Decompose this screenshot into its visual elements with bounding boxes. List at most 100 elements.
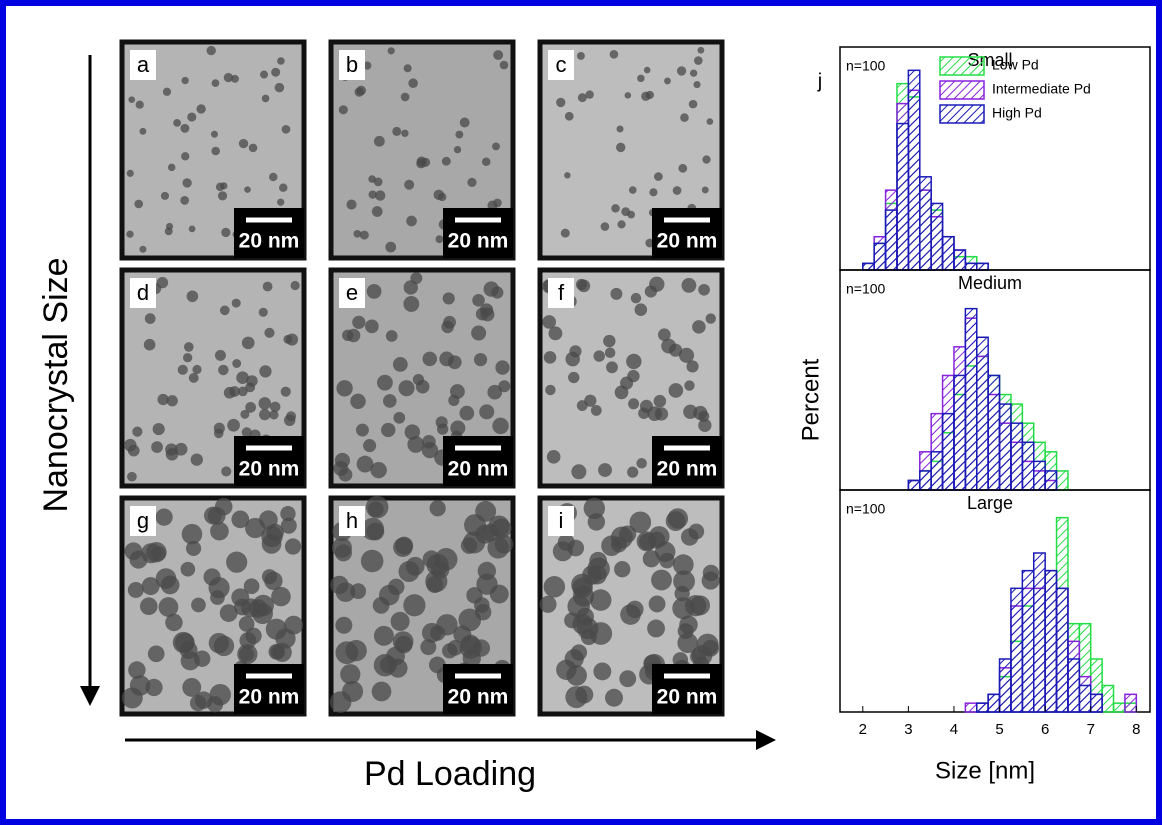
particle bbox=[589, 589, 612, 611]
particle bbox=[577, 279, 591, 293]
particle bbox=[433, 189, 444, 201]
particle bbox=[371, 681, 392, 702]
bar bbox=[907, 69, 921, 271]
bar bbox=[862, 262, 875, 271]
particle bbox=[416, 158, 427, 169]
tem-image: d 20 nm bbox=[119, 267, 307, 489]
legend-label: Low Pd bbox=[992, 57, 1039, 73]
particle bbox=[246, 375, 258, 387]
particle bbox=[462, 649, 481, 668]
bar bbox=[1033, 552, 1046, 713]
particle bbox=[681, 278, 697, 293]
particle bbox=[144, 313, 156, 324]
particle bbox=[127, 581, 144, 598]
particle bbox=[477, 561, 497, 581]
particle bbox=[693, 81, 701, 89]
particle bbox=[398, 560, 420, 583]
vertical-axis-label: Nanocrystal Size bbox=[37, 257, 75, 512]
tem-image: i 20 nm bbox=[537, 495, 725, 717]
particle bbox=[392, 357, 408, 372]
particle bbox=[286, 333, 299, 346]
bar bbox=[919, 176, 932, 271]
particle bbox=[128, 661, 146, 679]
particle bbox=[371, 206, 383, 217]
chart-title: Large bbox=[967, 493, 1013, 513]
particle bbox=[219, 604, 238, 622]
particle bbox=[335, 616, 353, 634]
particle bbox=[158, 597, 179, 617]
legend-swatch bbox=[939, 80, 985, 100]
particle bbox=[221, 466, 232, 477]
particle bbox=[688, 523, 705, 540]
particle bbox=[365, 319, 379, 334]
particle bbox=[352, 315, 366, 329]
particle bbox=[614, 561, 631, 578]
panel-label: f bbox=[558, 280, 565, 305]
particle bbox=[160, 191, 170, 200]
particle bbox=[464, 514, 487, 537]
particle bbox=[548, 326, 563, 341]
particle bbox=[676, 66, 687, 76]
bar bbox=[953, 374, 967, 491]
bar bbox=[976, 336, 989, 491]
particle bbox=[180, 561, 196, 577]
particle bbox=[236, 371, 249, 385]
particle bbox=[400, 92, 410, 102]
particle bbox=[441, 156, 451, 166]
particle bbox=[241, 427, 252, 438]
particle bbox=[667, 508, 689, 529]
particle bbox=[373, 177, 383, 187]
particle bbox=[395, 536, 414, 555]
x-tick-label: 2 bbox=[859, 721, 867, 738]
particle bbox=[259, 408, 271, 421]
particle bbox=[245, 517, 266, 539]
particle bbox=[435, 235, 444, 244]
particle bbox=[593, 350, 605, 362]
particle bbox=[472, 294, 485, 307]
particle bbox=[183, 342, 194, 352]
particle bbox=[620, 376, 634, 390]
particle bbox=[373, 625, 394, 646]
particle bbox=[694, 56, 703, 65]
particle bbox=[392, 126, 402, 136]
particle bbox=[376, 374, 393, 391]
particle bbox=[241, 336, 255, 350]
particle bbox=[702, 639, 720, 657]
particle bbox=[453, 145, 462, 154]
particle bbox=[231, 298, 241, 308]
particle bbox=[127, 471, 137, 482]
particle bbox=[232, 359, 242, 368]
particle bbox=[492, 142, 500, 151]
particle bbox=[466, 587, 483, 604]
particle bbox=[346, 199, 357, 210]
particle bbox=[188, 372, 199, 383]
annotation: n=100 bbox=[846, 281, 886, 297]
particle bbox=[167, 163, 176, 172]
particle bbox=[460, 537, 478, 554]
bar bbox=[1112, 702, 1126, 713]
bar bbox=[884, 209, 898, 271]
particle bbox=[680, 113, 689, 122]
tem-image: f 20 nm bbox=[537, 267, 725, 489]
particle bbox=[447, 355, 462, 370]
particle bbox=[128, 96, 136, 103]
bar bbox=[896, 122, 910, 271]
plot-frame bbox=[839, 489, 1151, 713]
particle bbox=[491, 518, 512, 539]
particle bbox=[248, 143, 258, 153]
particle bbox=[571, 464, 587, 480]
particle bbox=[403, 594, 426, 617]
particle bbox=[381, 422, 396, 438]
particle bbox=[601, 535, 622, 557]
particle bbox=[261, 94, 270, 103]
arrow-head bbox=[80, 686, 100, 706]
particle bbox=[174, 442, 188, 456]
particle bbox=[403, 280, 418, 295]
particle bbox=[487, 200, 498, 211]
bar bbox=[987, 693, 1001, 713]
particle bbox=[206, 45, 216, 56]
particle bbox=[576, 607, 594, 626]
scale-label: 20 nm bbox=[657, 686, 718, 709]
particle bbox=[147, 645, 165, 663]
